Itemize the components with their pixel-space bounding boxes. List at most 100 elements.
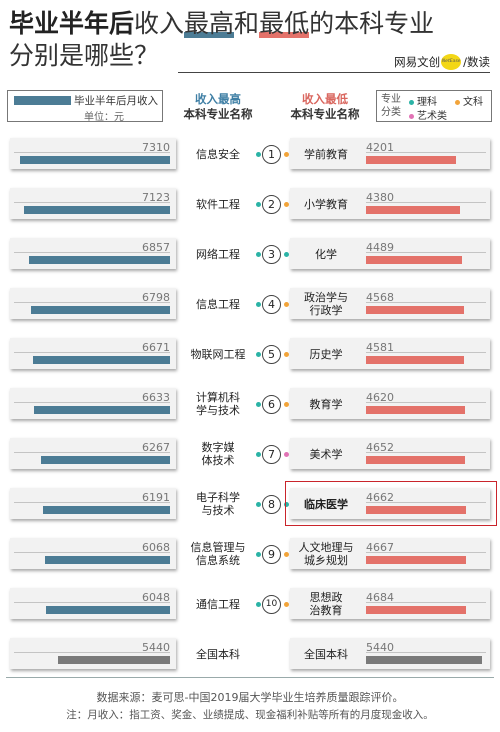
bottom-major-name: 历史学 bbox=[309, 347, 343, 361]
bar-guide-line bbox=[366, 352, 486, 353]
bar-guide-line bbox=[14, 252, 170, 253]
top-major-name: 信息工程 bbox=[196, 297, 240, 311]
bottom-income-value: 4662 bbox=[366, 491, 394, 504]
top-income-value: 6048 bbox=[142, 591, 170, 604]
category-dot-right bbox=[284, 352, 289, 357]
bar-guide-line bbox=[14, 402, 170, 403]
category-dot-left bbox=[256, 202, 261, 207]
bottom-income-bar bbox=[366, 606, 466, 614]
chart-title: 毕业半年后收入最高和最低的本科专业 分别是哪些？ bbox=[9, 8, 489, 72]
bottom-major-name: 小学教育 bbox=[304, 197, 348, 211]
category-dot bbox=[455, 99, 460, 105]
bar-guide-line bbox=[14, 352, 170, 353]
bottom-income-value: 4380 bbox=[366, 191, 394, 204]
top-income-bar bbox=[41, 456, 170, 464]
chart-title-line2: 分别是哪些？ bbox=[9, 41, 160, 70]
top-income-value: 7123 bbox=[142, 191, 170, 204]
bar-guide-line bbox=[366, 302, 486, 303]
legend-unit: 单位：元 bbox=[84, 112, 124, 123]
bottom-income-value: 4581 bbox=[366, 341, 394, 354]
bar-guide-line bbox=[366, 652, 486, 653]
category-dot-left bbox=[256, 602, 261, 607]
bottom-income-bar bbox=[366, 506, 466, 514]
rank-circle: 8 bbox=[262, 495, 281, 514]
category-dot-right bbox=[284, 502, 289, 507]
bottom-income-bar bbox=[366, 356, 464, 364]
top-major-name: 通信工程 bbox=[196, 597, 240, 611]
top-major-name: 计算机科 学与技术 bbox=[196, 391, 240, 417]
highlight-box bbox=[285, 481, 497, 526]
top-income-bar bbox=[43, 506, 170, 514]
bar-guide-line bbox=[366, 452, 486, 453]
top-major-name: 网络工程 bbox=[196, 247, 240, 261]
bar-guide-line bbox=[366, 552, 486, 553]
top-income-value: 6068 bbox=[142, 541, 170, 554]
top-income-value: 6267 bbox=[142, 441, 170, 454]
legend-swatch bbox=[14, 96, 71, 105]
category-legend-science: 理科 bbox=[409, 93, 437, 108]
bottom-income-bar bbox=[366, 306, 464, 314]
bar-guide-line bbox=[14, 452, 170, 453]
title-divider bbox=[178, 72, 490, 73]
bottom-income-value: 4667 bbox=[366, 541, 394, 554]
top-major-name: 数字媒 体技术 bbox=[201, 441, 235, 467]
top-major-name: 信息管理与 信息系统 bbox=[190, 541, 246, 567]
rank-circle: 7 bbox=[262, 445, 281, 464]
legend-series-label: 毕业半年后月收入 bbox=[74, 95, 158, 107]
top-income-value: 6633 bbox=[142, 391, 170, 404]
rank-circle: 1 bbox=[262, 145, 281, 164]
rank-circle: 3 bbox=[262, 245, 281, 264]
bar-guide-line bbox=[366, 402, 486, 403]
top-income-bar bbox=[24, 206, 170, 214]
category-dot-right bbox=[284, 552, 289, 557]
bar-guide-line bbox=[14, 602, 170, 603]
top-income-value: 6857 bbox=[142, 241, 170, 254]
bottom-major-name: 全国本科 bbox=[304, 647, 348, 661]
bottom-income-value: 4684 bbox=[366, 591, 394, 604]
category-dot bbox=[409, 113, 414, 119]
category-legend: 专业分类 理科 文科 艺术类 bbox=[376, 90, 492, 122]
rank-circle: 9 bbox=[262, 545, 281, 564]
category-dot-left bbox=[256, 402, 261, 407]
bottom-major-name: 临床医学 bbox=[304, 497, 348, 511]
category-legend-arts: 文科 bbox=[455, 93, 483, 108]
bar-guide-line bbox=[14, 552, 170, 553]
bottom-income-bar bbox=[366, 656, 482, 664]
category-dot-right bbox=[284, 202, 289, 207]
top-income-bar bbox=[46, 606, 170, 614]
bottom-major-name: 人文地理与 城乡规划 bbox=[298, 541, 354, 567]
category-dot-left bbox=[256, 302, 261, 307]
rank-circle: 10 bbox=[262, 595, 281, 614]
category-dot bbox=[409, 99, 414, 105]
bar-guide-line bbox=[14, 502, 170, 503]
category-dot-right bbox=[284, 252, 289, 257]
bottom-major-name: 思想政 治教育 bbox=[309, 591, 343, 617]
bottom-income-value: 4489 bbox=[366, 241, 394, 254]
category-legend-art: 艺术类 bbox=[409, 107, 447, 122]
data-source: 数据来源：麦可思-中国2019届大学毕业生培养质量跟踪评价。 bbox=[96, 691, 404, 704]
bottom-income-bar bbox=[366, 256, 462, 264]
bottom-income-value: 4652 bbox=[366, 441, 394, 454]
bottom-income-value: 5440 bbox=[366, 641, 394, 654]
category-dot-right bbox=[284, 302, 289, 307]
top-income-bar bbox=[33, 356, 170, 364]
category-dot-right bbox=[284, 602, 289, 607]
rank-circle: 4 bbox=[262, 295, 281, 314]
brand-logo: 网易文创 NetEase / 数读 bbox=[394, 54, 490, 70]
bottom-major-name: 美术学 bbox=[309, 447, 343, 461]
series-legend: 毕业半年后月收入 单位：元 bbox=[7, 90, 163, 123]
top-income-value: 6671 bbox=[142, 341, 170, 354]
top-income-value: 6191 bbox=[142, 491, 170, 504]
footer-divider bbox=[6, 677, 494, 678]
top-income-bar bbox=[29, 256, 170, 264]
bar-guide-line bbox=[14, 202, 170, 203]
bottom-income-value: 4620 bbox=[366, 391, 394, 404]
top-income-value: 7310 bbox=[142, 141, 170, 154]
top-income-bar bbox=[34, 406, 170, 414]
top-major-name: 物联网工程 bbox=[190, 347, 246, 361]
bar-guide-line bbox=[14, 652, 170, 653]
header-top-income: 收入最高 本科专业名称 bbox=[183, 92, 253, 121]
category-legend-label: 专业分类 bbox=[381, 94, 401, 118]
bottom-income-value: 4568 bbox=[366, 291, 394, 304]
category-dot-left bbox=[256, 502, 261, 507]
